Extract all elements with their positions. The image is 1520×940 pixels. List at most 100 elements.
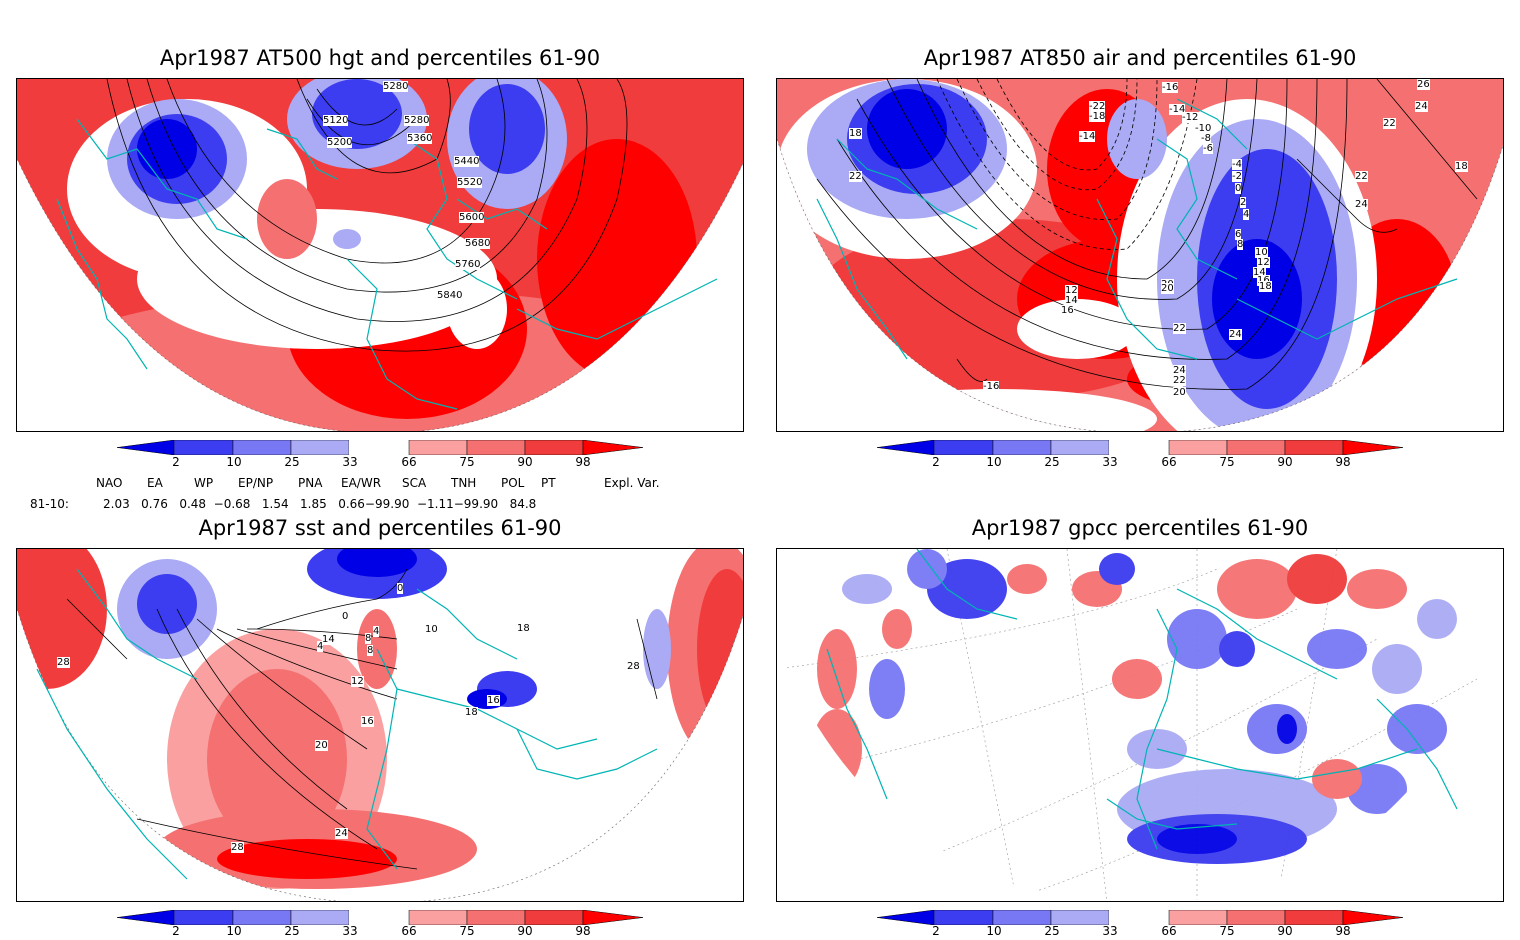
contour-label: 22 [1355,171,1368,182]
contour-label: 5280 [383,81,409,92]
contour-label: 24 [1415,101,1428,112]
contour-label: 5520 [457,177,483,188]
colorbar-label: 66 [401,455,417,469]
index-header: PT [541,476,556,490]
colorbar-label: 90 [1277,455,1293,469]
contour-label: -14 [1079,131,1096,142]
colorbar-label: 33 [1102,455,1118,469]
contour-label: -16 [1162,82,1179,93]
colorbar-gpcc [876,909,1404,926]
colorbar-label: 25 [284,455,300,469]
contour-label: 12 [351,676,364,687]
colorbar-label: 98 [1335,455,1351,469]
colorbar-label: 75 [459,455,475,469]
colorbar-label: 10 [986,455,1002,469]
panel-title-air: Apr1987 AT850 air and percentiles 61-90 [923,46,1357,70]
contour-label: 4 [373,626,380,637]
contour-label: 28 [231,842,244,853]
contour-label: 26 [1417,79,1430,90]
contour-label: 18 [1259,281,1272,292]
contour-label: 5360 [407,133,433,144]
contour-label: 2 [1240,197,1247,208]
colorbar-label: 90 [517,455,533,469]
colorbar-label: 66 [401,924,417,938]
contour-label: -4 [1232,159,1242,170]
contour-label: -10 [1195,123,1212,134]
colorbar-label: 10 [986,924,1002,938]
contour-label: 5840 [437,290,463,301]
map-panel-gpcc [776,548,1504,902]
contour-label: 22 [1383,118,1396,129]
map-panel-hgt: 5280 5120 5280 5200 5360 5440 5520 5600 … [16,78,744,432]
contour-label: 18 [1455,161,1468,172]
index-values: 2.03 0.76 0.48 −0.68 1.54 1.85 0.66−99.9… [103,497,537,511]
colorbar-label: 33 [342,455,358,469]
colorbar-label: 2 [932,924,940,938]
colorbar-label: 66 [1161,924,1177,938]
contour-label: 12 [1065,285,1078,296]
colorbar-label: 25 [284,924,300,938]
colorbar-label: 10 [226,924,242,938]
index-header: TNH [451,476,477,490]
colorbar-label: 10 [226,455,242,469]
colorbar-label: 75 [1219,455,1235,469]
panel-title-gpcc: Apr1987 gpcc percentiles 61-90 [971,516,1309,540]
contour-label: 5120 [323,115,349,126]
contour-label: 5600 [459,212,485,223]
contour-label: 0 [1235,183,1242,194]
colorbar-label: 33 [1102,924,1118,938]
contour-label: 22 [1173,323,1186,334]
contour-label: 5680 [465,238,491,249]
contour-label: -22 [1089,101,1106,112]
contour-label: -16 [983,381,1000,392]
colorbar-label: 33 [342,924,358,938]
contour-label: 10 [1255,247,1268,258]
contour-label: -18 [1089,111,1106,122]
contour-label: 24 [1229,329,1242,340]
map-panel-air: -16 26 24 22 18 -22 -18 -14 -12 -14 -10 … [776,78,1504,432]
index-header: NAO [96,476,123,490]
colorbar-label: 75 [459,924,475,938]
contour-label: 5200 [327,137,353,148]
colorbar-label: 98 [575,455,591,469]
colorbar-label: 90 [517,924,533,938]
contour-label: 5760 [455,259,481,270]
contour-label: 12 [1257,257,1270,268]
contour-label: 24 [1173,365,1186,376]
contour-label: -6 [1203,143,1213,154]
colorbar-hgt [116,439,644,456]
contour-label: 14 [322,634,335,645]
contour-label: 16 [1061,305,1074,316]
colorbar-air [876,439,1404,456]
contour-label: 0 [342,611,349,622]
colorbar-label: 25 [1044,455,1060,469]
contour-label: 8 [365,633,372,644]
index-header: POL [501,476,525,490]
colorbar-label: 75 [1219,924,1235,938]
contour-label: 18 [517,623,530,634]
contour-label: 4 [1243,209,1250,220]
index-header: Expl. Var. [604,476,660,490]
contour-label: 8 [367,645,374,656]
contour-label: 16 [361,716,374,727]
contour-label: 16 [487,695,500,706]
index-row-label: 81-10: [30,497,69,511]
contour-label: 28 [627,661,640,672]
contour-label: -2 [1232,171,1242,182]
map-panel-sst: 0 0 4 8 10 14 18 28 28 4 8 12 16 18 16 2… [16,548,744,902]
contour-label: -8 [1201,133,1211,144]
contour-label: 22 [1173,375,1186,386]
contour-label: 20 [1161,283,1174,294]
colorbar-label: 98 [1335,924,1351,938]
contour-label: 28 [57,657,70,668]
panel-title-hgt: Apr1987 AT500 hgt and percentiles 61-90 [159,46,601,70]
colorbar-label: 90 [1277,924,1293,938]
contour-label: -14 [1169,104,1186,115]
contour-label: -12 [1182,112,1199,123]
contour-label: 24 [1355,199,1368,210]
contour-label: 0 [397,583,404,594]
contour-label: 14 [1253,267,1266,278]
panel-title-sst: Apr1987 sst and percentiles 61-90 [198,516,562,540]
contour-label: 10 [425,624,438,635]
index-header: WP [194,476,214,490]
